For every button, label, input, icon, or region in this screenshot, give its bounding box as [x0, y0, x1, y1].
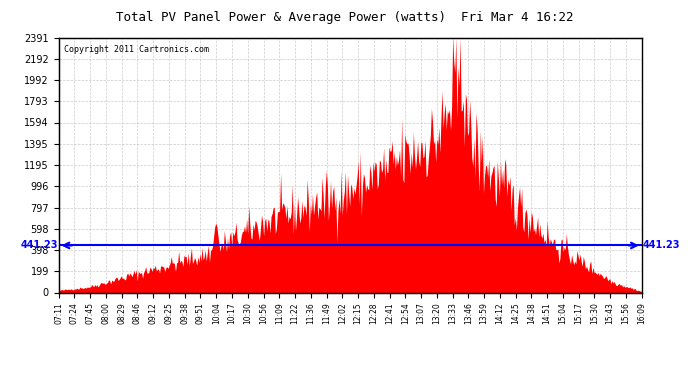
Text: 441.23: 441.23	[642, 240, 680, 250]
Text: 441.23: 441.23	[21, 240, 58, 250]
Text: Total PV Panel Power & Average Power (watts)  Fri Mar 4 16:22: Total PV Panel Power & Average Power (wa…	[116, 11, 574, 24]
Text: Copyright 2011 Cartronics.com: Copyright 2011 Cartronics.com	[64, 45, 210, 54]
